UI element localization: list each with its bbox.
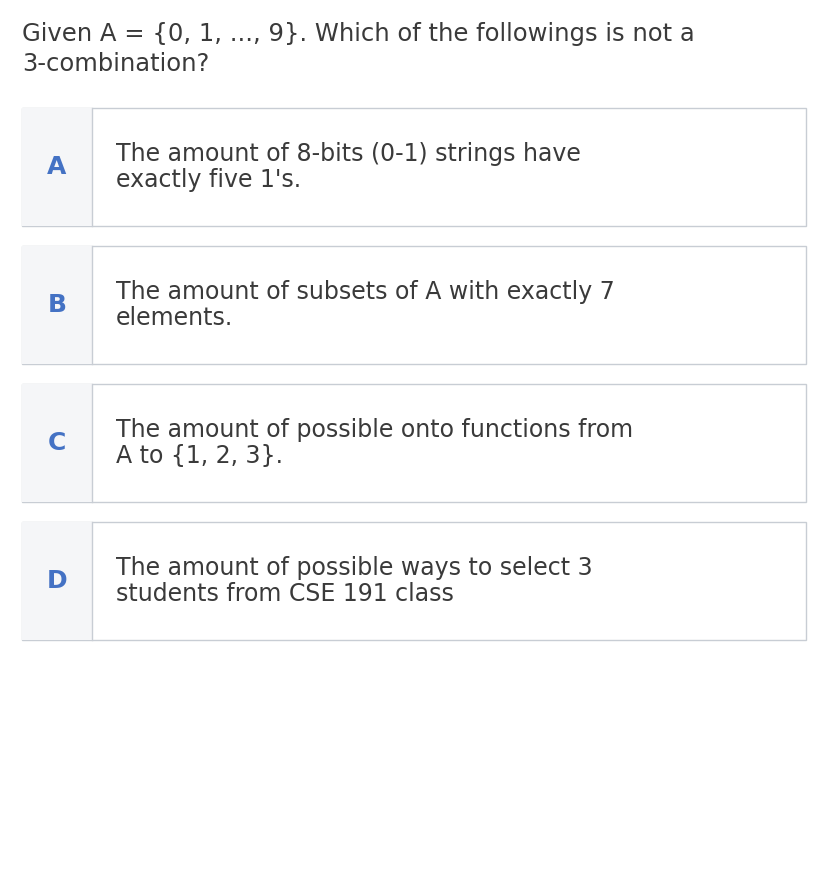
Text: A: A — [47, 155, 67, 179]
Bar — [22, 108, 92, 226]
Bar — [22, 522, 805, 640]
Bar — [22, 522, 92, 640]
Bar — [22, 108, 805, 226]
Text: C: C — [48, 431, 66, 455]
Bar — [22, 384, 805, 502]
Text: The amount of 8-bits (0-1) strings have: The amount of 8-bits (0-1) strings have — [116, 142, 581, 166]
Bar — [22, 384, 92, 502]
Text: Given A = {0, 1, ..., 9}. Which of the followings is not a: Given A = {0, 1, ..., 9}. Which of the f… — [22, 22, 694, 46]
Text: The amount of possible onto functions from: The amount of possible onto functions fr… — [116, 418, 633, 442]
Text: exactly five 1's.: exactly five 1's. — [116, 168, 301, 192]
Text: The amount of subsets of A with exactly 7: The amount of subsets of A with exactly … — [116, 280, 614, 304]
Text: D: D — [46, 569, 67, 593]
Bar — [22, 246, 92, 364]
Text: students from CSE 191 class: students from CSE 191 class — [116, 582, 453, 606]
Text: The amount of possible ways to select 3: The amount of possible ways to select 3 — [116, 556, 592, 580]
Text: A to {1, 2, 3}.: A to {1, 2, 3}. — [116, 444, 283, 468]
Text: 3-combination?: 3-combination? — [22, 52, 209, 76]
Text: B: B — [47, 293, 66, 317]
Text: elements.: elements. — [116, 306, 233, 330]
Bar — [22, 246, 805, 364]
